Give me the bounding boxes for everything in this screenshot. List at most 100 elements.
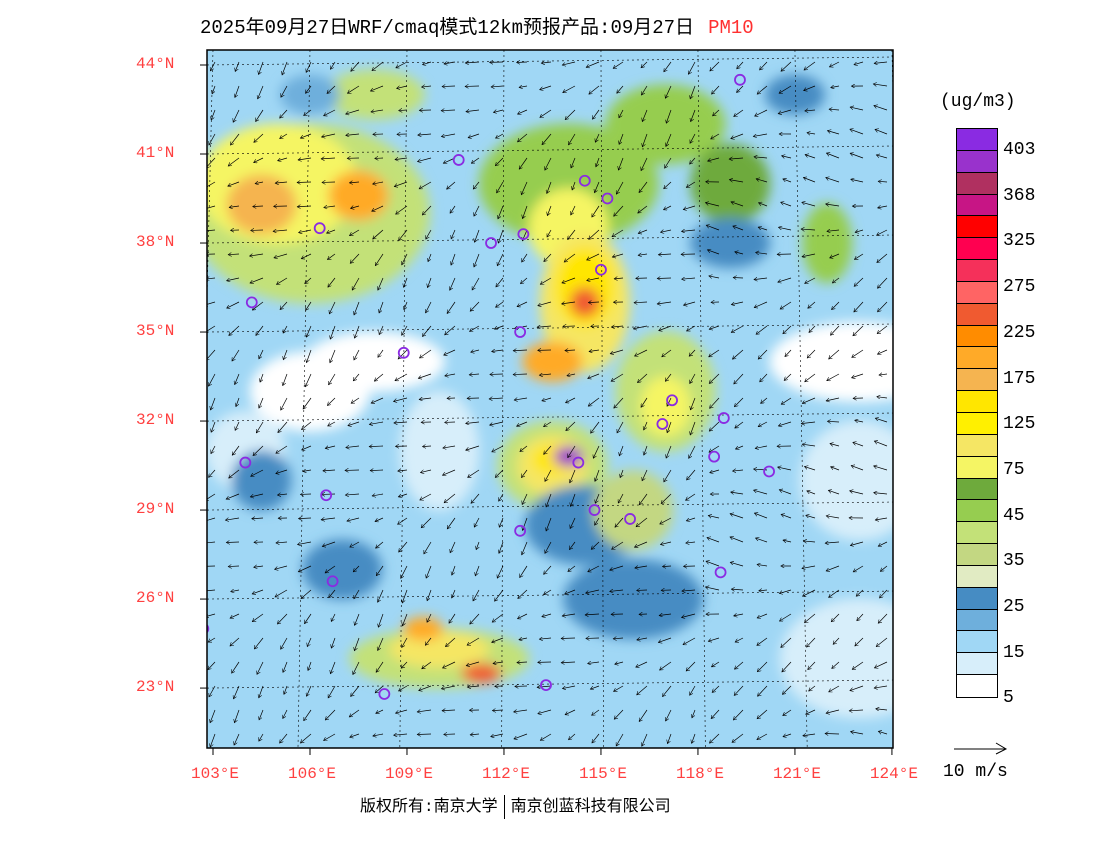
wind-arrow-icon bbox=[398, 517, 408, 524]
wind-arrow-icon bbox=[256, 109, 264, 121]
wind-arrow-icon bbox=[849, 710, 864, 711]
wind-arrow-icon bbox=[731, 301, 744, 305]
wind-arrow-icon bbox=[397, 86, 408, 88]
wind-arrow-icon bbox=[537, 326, 552, 327]
wind-arrow-icon bbox=[427, 277, 432, 288]
wind-arrow-icon bbox=[638, 205, 648, 213]
wind-arrow-icon bbox=[710, 397, 720, 408]
wind-arrow-icon bbox=[755, 538, 768, 543]
wind-arrow-icon bbox=[851, 732, 864, 734]
wind-arrow-icon bbox=[853, 442, 864, 447]
colorbar-swatch bbox=[957, 347, 997, 370]
wind-arrow-icon bbox=[468, 469, 480, 477]
wind-arrow-icon bbox=[588, 302, 600, 303]
wind-arrow-icon bbox=[545, 469, 552, 481]
map-title: 2025年09月27日WRF/cmaq模式12km预报产品:09月27日 PM10 bbox=[200, 12, 754, 39]
wind-arrow-icon bbox=[274, 253, 288, 258]
wind-arrow-icon bbox=[802, 565, 816, 568]
wind-arrow-icon bbox=[690, 133, 696, 143]
wind-arrow-icon bbox=[754, 490, 768, 495]
wind-arrow-icon bbox=[855, 230, 864, 232]
wind-arrow-icon bbox=[517, 421, 528, 426]
wind-arrow-icon bbox=[666, 445, 672, 458]
wind-arrow-icon bbox=[305, 373, 312, 387]
wind-arrow-icon bbox=[517, 133, 528, 142]
wind-arrow-icon bbox=[683, 301, 696, 305]
wind-arrow-icon bbox=[611, 326, 624, 327]
wind-arrow-icon bbox=[444, 349, 456, 355]
lat-gridline bbox=[207, 590, 893, 600]
wind-arrow-icon bbox=[610, 565, 624, 570]
wind-arrow-icon bbox=[734, 109, 744, 117]
wind-arrow-icon bbox=[757, 709, 768, 719]
lon-label: 118°E bbox=[675, 765, 724, 783]
wind-arrow-icon bbox=[708, 516, 720, 518]
wind-arrow-icon bbox=[346, 134, 360, 135]
wind-arrow-icon bbox=[547, 229, 552, 237]
city-marker-icon bbox=[207, 624, 210, 634]
wind-arrow-icon bbox=[471, 493, 480, 503]
wind-arrow-icon bbox=[402, 589, 408, 603]
wind-arrow-icon bbox=[470, 325, 480, 331]
wind-arrow-icon bbox=[301, 589, 312, 599]
wind-arrow-icon bbox=[328, 277, 336, 287]
concentration-region bbox=[764, 74, 825, 115]
wind-arrow-icon bbox=[283, 325, 288, 333]
wind-arrow-icon bbox=[493, 110, 504, 112]
wind-arrow-icon bbox=[544, 253, 552, 262]
wind-arrow-icon bbox=[252, 589, 264, 594]
wind-arrow-icon bbox=[589, 229, 600, 239]
wind-arrow-icon bbox=[735, 445, 744, 449]
wind-arrow-icon bbox=[473, 589, 480, 601]
wind-arrow-icon bbox=[275, 565, 288, 569]
wind-arrow-icon bbox=[754, 513, 768, 519]
colorbar-swatch bbox=[957, 281, 997, 304]
wind-arrow-icon bbox=[660, 230, 672, 232]
wind-arrow-icon bbox=[351, 685, 360, 696]
wind-arrow-icon bbox=[495, 589, 504, 601]
wind-arrow-icon bbox=[396, 61, 408, 68]
wind-arrow-icon bbox=[661, 493, 672, 504]
wind-arrow-icon bbox=[283, 373, 288, 386]
wind-arrow-icon bbox=[565, 709, 576, 715]
wind-arrow-icon bbox=[658, 254, 672, 255]
wind-arrow-icon bbox=[491, 733, 504, 737]
wind-arrow-icon bbox=[259, 61, 264, 75]
concentration-region bbox=[769, 321, 893, 402]
wind-arrow-icon bbox=[857, 613, 864, 621]
wind-arrow-icon bbox=[351, 397, 360, 403]
wind-arrow-icon bbox=[355, 613, 360, 625]
wind-arrow-icon bbox=[354, 637, 360, 651]
wind-arrow-icon bbox=[350, 733, 360, 737]
wind-arrow-icon bbox=[592, 709, 600, 715]
wind-arrow-icon bbox=[730, 562, 744, 567]
wind-arrow-icon bbox=[351, 206, 360, 208]
wind-arrow-icon bbox=[588, 565, 600, 572]
wind-arrow-icon bbox=[475, 229, 480, 242]
wind-arrow-icon bbox=[644, 421, 648, 430]
wind-arrow-icon bbox=[259, 733, 264, 741]
wind-arrow-icon bbox=[252, 301, 264, 310]
wind-arrow-icon bbox=[472, 277, 480, 290]
wind-arrow-icon bbox=[349, 182, 360, 183]
wind-arrow-icon bbox=[300, 133, 312, 138]
wind-arrow-icon bbox=[642, 133, 648, 147]
lat-gridline bbox=[207, 679, 893, 689]
colorbar-swatch bbox=[957, 194, 997, 217]
wind-arrow-icon bbox=[779, 85, 792, 94]
wind-arrow-icon bbox=[634, 302, 648, 303]
wind-arrow-icon bbox=[827, 230, 840, 231]
wind-arrow-icon bbox=[492, 637, 504, 642]
concentration-region bbox=[640, 376, 691, 437]
colorbar-swatch bbox=[957, 150, 997, 173]
wind-arrow-icon bbox=[212, 85, 216, 94]
wind-arrow-icon bbox=[282, 61, 288, 75]
wind-arrow-icon bbox=[399, 685, 408, 691]
wind-arrow-icon bbox=[591, 421, 600, 433]
city-marker-icon bbox=[666, 394, 678, 407]
wind-arrow-icon bbox=[561, 662, 576, 663]
wind-arrow-icon bbox=[614, 278, 624, 279]
wind-arrow-icon bbox=[444, 493, 456, 503]
wind-arrow-icon bbox=[569, 541, 576, 550]
wind-arrow-icon bbox=[729, 180, 744, 183]
